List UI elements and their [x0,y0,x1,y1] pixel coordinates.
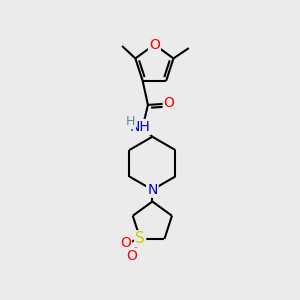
Text: O: O [120,236,131,250]
Text: O: O [127,249,137,263]
Text: N: N [147,183,158,197]
Text: O: O [149,38,160,52]
Text: O: O [164,97,175,110]
Text: NH: NH [130,120,151,134]
Text: S: S [135,231,145,246]
Text: H: H [126,115,135,128]
